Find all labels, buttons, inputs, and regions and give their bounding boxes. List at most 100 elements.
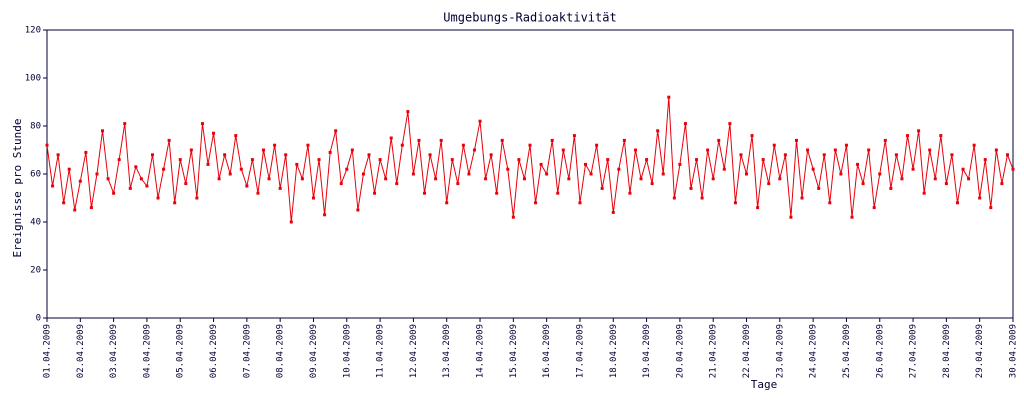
data-point xyxy=(123,122,127,126)
data-point xyxy=(295,162,299,166)
data-point xyxy=(517,158,521,162)
data-point xyxy=(833,148,837,152)
data-point xyxy=(373,191,377,195)
data-point xyxy=(84,150,88,154)
data-point xyxy=(289,220,293,224)
data-point xyxy=(73,208,77,212)
data-point xyxy=(906,134,910,138)
data-point xyxy=(445,201,449,205)
y-tick-label: 20 xyxy=(30,266,41,276)
data-point xyxy=(772,143,776,147)
x-tick-label: 16.04.2009 xyxy=(542,324,552,378)
data-point xyxy=(856,162,860,166)
data-point xyxy=(989,206,993,210)
data-line xyxy=(46,97,1014,223)
y-tick-label: 40 xyxy=(30,218,41,228)
data-point xyxy=(617,167,621,171)
data-point xyxy=(683,122,687,126)
data-point xyxy=(572,134,576,138)
data-point xyxy=(978,196,982,200)
data-point xyxy=(1000,182,1004,186)
data-point xyxy=(395,182,399,186)
data-point xyxy=(117,158,121,162)
data-point xyxy=(961,167,965,171)
data-point xyxy=(367,153,371,157)
data-point xyxy=(334,129,338,133)
data-point xyxy=(67,167,71,171)
data-point xyxy=(955,201,959,205)
data-point xyxy=(811,167,815,171)
data-point xyxy=(317,158,321,162)
data-point xyxy=(212,131,216,135)
data-point xyxy=(350,148,354,152)
data-point xyxy=(917,129,921,133)
data-point xyxy=(611,210,615,214)
data-point xyxy=(545,172,549,176)
data-point xyxy=(922,191,926,195)
data-point xyxy=(400,143,404,147)
data-point xyxy=(195,196,199,200)
data-point xyxy=(678,162,682,166)
data-point xyxy=(189,148,193,152)
data-point xyxy=(156,196,160,200)
data-point xyxy=(700,196,704,200)
data-point xyxy=(178,158,182,162)
data-point xyxy=(844,143,848,147)
data-point xyxy=(584,162,588,166)
data-point xyxy=(361,172,365,176)
data-point xyxy=(933,177,937,181)
data-point xyxy=(262,148,266,152)
data-point xyxy=(228,172,232,176)
data-point xyxy=(950,153,954,157)
data-point xyxy=(972,143,976,147)
data-point xyxy=(567,177,571,181)
data-point xyxy=(78,179,82,183)
y-tick-label: 100 xyxy=(25,74,41,84)
data-point xyxy=(695,158,699,162)
data-point xyxy=(417,138,421,142)
data-point xyxy=(184,182,188,186)
y-axis-label: Ereignisse pro Stunde xyxy=(11,118,24,257)
data-point xyxy=(217,177,221,181)
data-point xyxy=(628,191,632,195)
x-tick-label: 07.04.2009 xyxy=(242,324,252,378)
data-point xyxy=(822,153,826,157)
data-point xyxy=(284,153,288,157)
data-point xyxy=(595,143,599,147)
data-point xyxy=(522,177,526,181)
data-point xyxy=(994,148,998,152)
data-point xyxy=(761,158,765,162)
data-point xyxy=(600,186,604,190)
data-point xyxy=(328,150,332,154)
y-tick-label: 80 xyxy=(30,122,41,132)
data-point xyxy=(406,110,410,114)
data-point xyxy=(450,158,454,162)
data-point xyxy=(639,177,643,181)
data-point xyxy=(650,182,654,186)
data-point xyxy=(101,129,105,133)
data-point xyxy=(939,134,943,138)
x-tick-label: 21.04.2009 xyxy=(709,324,719,378)
data-point xyxy=(817,186,821,190)
data-point xyxy=(167,138,171,142)
data-point xyxy=(717,138,721,142)
data-point xyxy=(633,148,637,152)
data-point xyxy=(534,201,538,205)
data-point xyxy=(672,196,676,200)
data-point xyxy=(739,153,743,157)
x-tick-label: 01.04.2009 xyxy=(43,324,53,378)
x-tick-label: 08.04.2009 xyxy=(276,324,286,378)
data-point xyxy=(461,143,465,147)
x-tick-label: 03.04.2009 xyxy=(109,324,119,378)
data-point xyxy=(900,177,904,181)
x-tick-label: 24.04.2009 xyxy=(809,324,819,378)
data-point xyxy=(500,138,504,142)
data-point xyxy=(872,206,876,210)
data-point xyxy=(661,172,665,176)
data-point xyxy=(556,191,560,195)
data-point xyxy=(311,196,315,200)
data-point xyxy=(89,206,93,210)
data-point xyxy=(250,158,254,162)
data-point xyxy=(894,153,898,157)
data-point xyxy=(239,167,243,171)
